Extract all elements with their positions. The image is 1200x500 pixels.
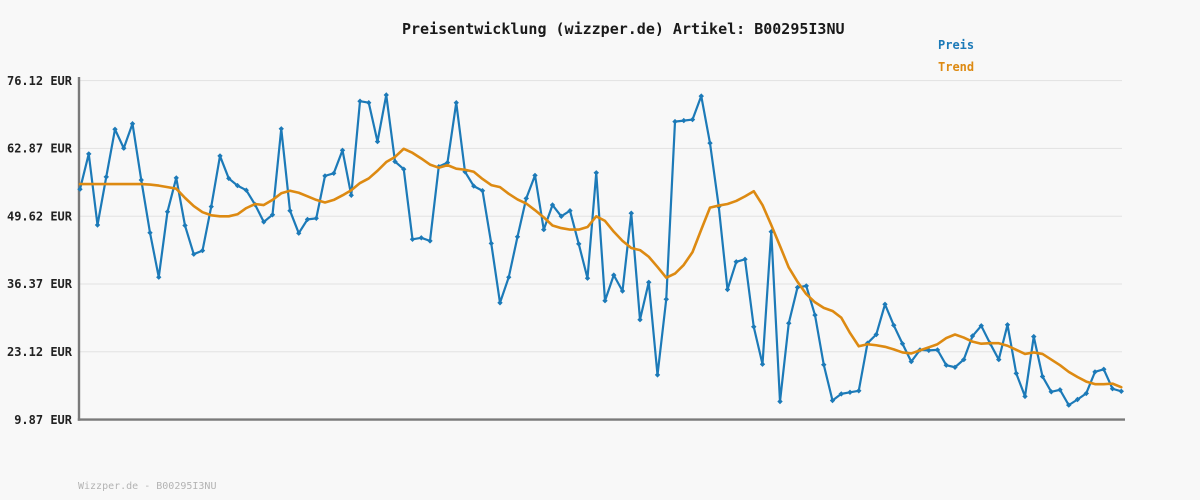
- y-tick-label: 62.87 EUR: [7, 142, 73, 156]
- page-title: Preisentwicklung (wizzper.de) Artikel: B…: [402, 20, 845, 38]
- footer-text: Wizzper.de - B00295I3NU: [78, 481, 217, 492]
- y-tick-label: 23.12 EUR: [7, 345, 73, 359]
- trend-line: [78, 147, 1123, 389]
- legend-item-preis: Preis: [938, 38, 975, 52]
- y-tick-label: 76.12 EUR: [7, 74, 73, 88]
- legend-item-trend: Trend: [938, 60, 975, 74]
- y-tick-label: 36.37 EUR: [7, 277, 73, 291]
- y-tick-label: 9.87 EUR: [14, 413, 73, 427]
- y-tick-label: 49.62 EUR: [7, 209, 73, 223]
